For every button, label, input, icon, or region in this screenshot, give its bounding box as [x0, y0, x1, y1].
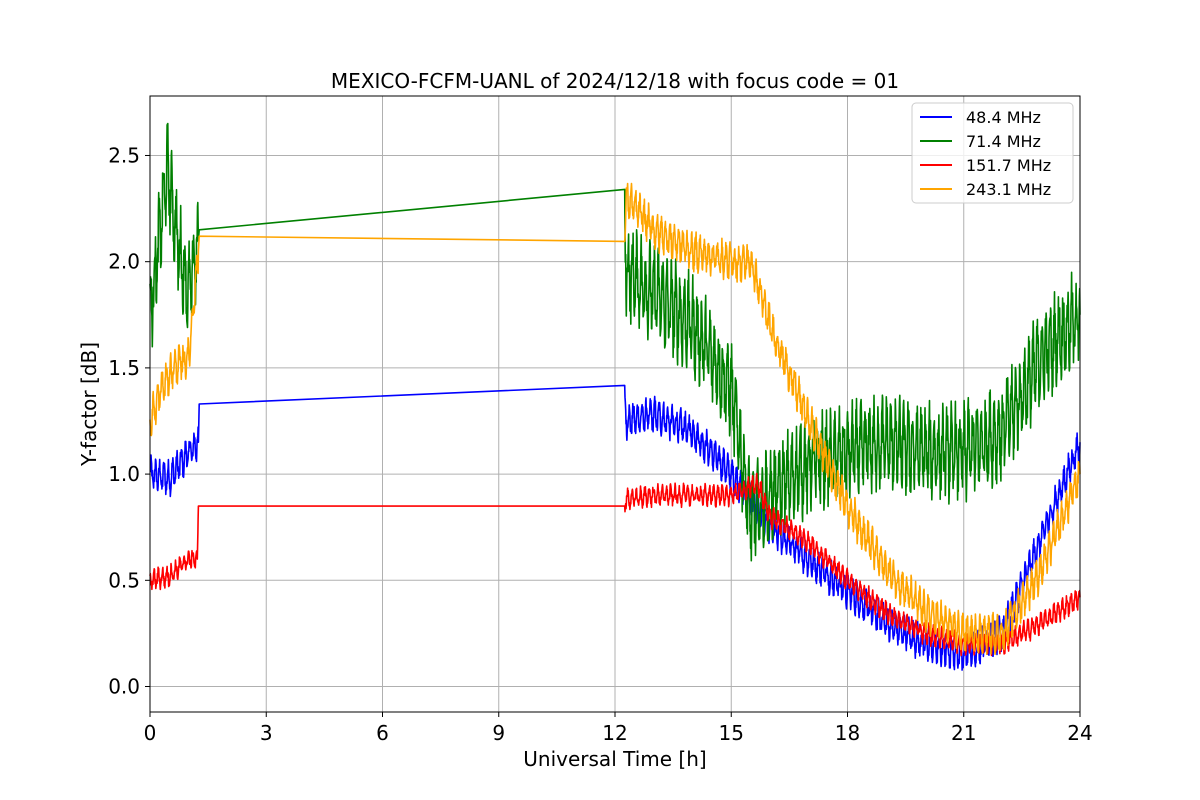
y-tick-label: 0.5: [108, 568, 140, 592]
chart-container: MEXICO-FCFM-UANL of 2024/12/18 with focu…: [0, 0, 1200, 800]
y-tick-label: 2.5: [108, 143, 140, 167]
x-tick-label: 3: [260, 721, 273, 745]
x-tick-label: 24: [1067, 721, 1092, 745]
y-tick-label: 0.0: [108, 675, 140, 699]
y-tick-label: 1.0: [108, 462, 140, 486]
y-axis-label: Y-factor [dB]: [77, 342, 101, 467]
x-tick-label: 9: [492, 721, 505, 745]
legend-label-1: 71.4 MHz: [966, 132, 1041, 151]
legend: 48.4 MHz 71.4 MHz 151.7 MHz 243.1 MHz: [912, 103, 1073, 203]
x-tick-label: 15: [719, 721, 744, 745]
line-chart: MEXICO-FCFM-UANL of 2024/12/18 with focu…: [0, 0, 1200, 800]
x-tick-label: 21: [951, 721, 976, 745]
legend-label-2: 151.7 MHz: [966, 156, 1051, 175]
x-axis-label: Universal Time [h]: [523, 747, 706, 771]
x-tick-label: 12: [602, 721, 627, 745]
x-tick-label: 6: [376, 721, 389, 745]
x-tick-label: 18: [835, 721, 860, 745]
chart-title: MEXICO-FCFM-UANL of 2024/12/18 with focu…: [331, 69, 899, 93]
y-tick-label: 1.5: [108, 356, 140, 380]
y-tick-label: 2.0: [108, 250, 140, 274]
legend-label-3: 243.1 MHz: [966, 180, 1051, 199]
legend-label-0: 48.4 MHz: [966, 108, 1041, 127]
x-tick-label: 0: [144, 721, 157, 745]
